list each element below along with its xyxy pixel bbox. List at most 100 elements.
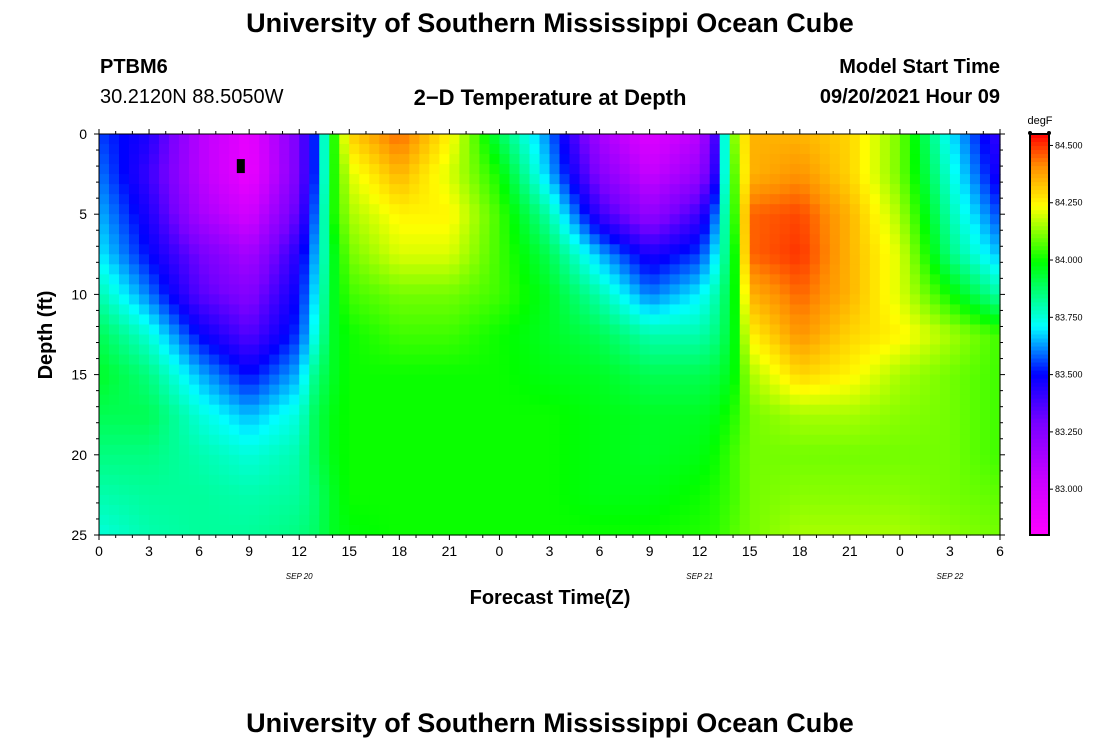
heatmap-cell xyxy=(289,524,300,536)
heatmap-cell xyxy=(199,134,210,145)
model-start-label: Model Start Time xyxy=(839,56,1000,78)
heatmap-cell xyxy=(889,264,901,275)
heatmap-cell xyxy=(599,524,611,536)
heatmap-cell xyxy=(459,224,471,235)
heatmap-cell xyxy=(759,404,771,416)
heatmap-cell xyxy=(679,444,691,456)
heatmap-cell xyxy=(539,524,551,536)
heatmap-cell xyxy=(159,224,170,235)
heatmap-cell xyxy=(139,254,150,265)
heatmap-cell xyxy=(859,264,871,275)
heatmap-cell xyxy=(259,494,270,506)
heatmap-cell xyxy=(819,194,831,205)
heatmap-cell xyxy=(279,364,290,376)
heatmap-cell xyxy=(669,434,681,446)
colorbar-segment xyxy=(1030,162,1049,167)
heatmap-cell xyxy=(699,334,711,346)
heatmap-cell xyxy=(289,404,300,416)
heatmap-cell xyxy=(959,434,971,446)
heatmap-cell xyxy=(889,384,901,396)
heatmap-cell xyxy=(129,264,140,275)
heatmap-cell xyxy=(579,144,591,155)
heatmap-cell xyxy=(529,374,541,386)
heatmap-cell xyxy=(229,374,240,386)
heatmap-cell xyxy=(809,234,821,245)
heatmap-cell xyxy=(149,274,160,285)
heatmap-cell xyxy=(909,204,921,215)
heatmap-cell xyxy=(829,304,841,316)
heatmap-cell xyxy=(229,214,240,225)
colorbar-segment xyxy=(1030,142,1049,147)
heatmap-cell xyxy=(209,254,220,265)
heatmap-cell xyxy=(299,144,310,155)
heatmap-cell xyxy=(959,264,971,275)
heatmap-cell xyxy=(619,294,631,306)
heatmap-cell xyxy=(189,274,200,285)
heatmap-cell xyxy=(319,254,330,265)
heatmap-cell xyxy=(589,144,601,155)
heatmap-cell xyxy=(459,324,471,336)
heatmap-cell xyxy=(629,364,641,376)
heatmap-cell xyxy=(989,214,1001,225)
heatmap-cell xyxy=(569,324,581,336)
colorbar-segment xyxy=(1030,282,1049,287)
heatmap-cell xyxy=(149,334,160,346)
heatmap-cell xyxy=(269,384,280,396)
colorbar-tick-label: 83.750 xyxy=(1055,312,1083,322)
heatmap-cell xyxy=(259,424,270,436)
heatmap-cell xyxy=(419,474,430,486)
heatmap-cell xyxy=(399,354,410,366)
heatmap-cell xyxy=(119,484,130,496)
colorbar-segment xyxy=(1030,394,1049,400)
heatmap-cell xyxy=(869,484,881,496)
heatmap-cell xyxy=(349,464,360,476)
heatmap-cell xyxy=(639,284,651,296)
heatmap-cell xyxy=(449,254,460,265)
heatmap-cell xyxy=(279,234,290,245)
heatmap-cell xyxy=(319,174,330,185)
heatmap-cell xyxy=(329,284,340,296)
heatmap-cell xyxy=(709,414,721,426)
heatmap-cell xyxy=(699,324,711,336)
heatmap-cell xyxy=(859,134,871,145)
heatmap-cell xyxy=(919,244,931,255)
heatmap-cell xyxy=(569,204,581,215)
heatmap-cell xyxy=(279,184,290,195)
heatmap-cell xyxy=(389,324,400,336)
heatmap-cell xyxy=(199,344,210,356)
heatmap-cell xyxy=(639,154,651,165)
heatmap-cell xyxy=(809,524,821,536)
x-tick-label: 12 xyxy=(692,543,708,559)
heatmap-cell xyxy=(359,414,370,426)
heatmap-cell xyxy=(939,224,951,235)
heatmap-cell xyxy=(129,364,140,376)
heatmap-cell xyxy=(729,514,741,526)
heatmap-cell xyxy=(899,474,911,486)
heatmap-cell xyxy=(129,314,140,326)
heatmap-cell xyxy=(479,164,491,175)
heatmap-cell xyxy=(459,494,471,506)
heatmap-cell xyxy=(229,314,240,326)
colorbar-segment xyxy=(1030,362,1049,368)
heatmap-cell xyxy=(359,244,370,255)
heatmap-cell xyxy=(929,324,941,336)
heatmap-cell xyxy=(659,154,671,165)
heatmap-cell xyxy=(189,514,200,526)
heatmap-cell xyxy=(689,384,701,396)
heatmap-cell xyxy=(349,434,360,446)
heatmap-cell xyxy=(419,354,430,366)
heatmap-cell xyxy=(399,154,410,165)
heatmap-cell xyxy=(629,514,641,526)
heatmap-cell xyxy=(869,154,881,165)
heatmap-cell xyxy=(189,144,200,155)
heatmap-cell xyxy=(419,444,430,456)
heatmap-cell xyxy=(989,234,1001,245)
heatmap-cell xyxy=(129,464,140,476)
heatmap-cell xyxy=(529,334,541,346)
heatmap-cell xyxy=(529,434,541,446)
colorbar-segment xyxy=(1030,150,1049,155)
heatmap-cell xyxy=(919,254,931,265)
heatmap-cell xyxy=(729,364,741,376)
heatmap-cell xyxy=(969,344,981,356)
heatmap-cell xyxy=(389,134,400,145)
